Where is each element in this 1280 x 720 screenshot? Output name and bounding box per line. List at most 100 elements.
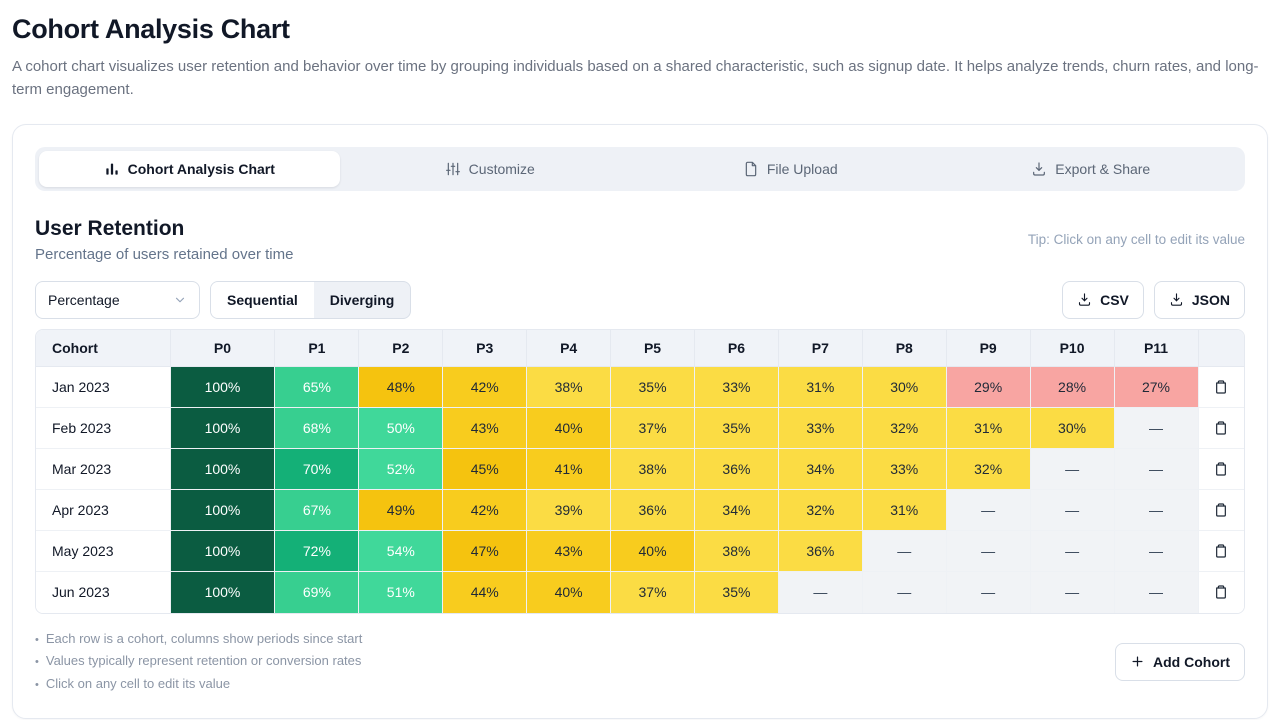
- retention-cell[interactable]: 44%: [442, 571, 528, 613]
- retention-cell[interactable]: 38%: [526, 366, 612, 408]
- retention-cell[interactable]: 35%: [694, 407, 779, 449]
- cohort-label-cell: Apr 2023: [36, 489, 171, 531]
- controls-row: Percentage Sequential Diverging CSV JSON: [35, 280, 1245, 319]
- retention-cell[interactable]: 100%: [170, 571, 276, 613]
- add-cohort-button[interactable]: Add Cohort: [1115, 642, 1245, 681]
- column-header: P1: [274, 329, 360, 367]
- retention-cell[interactable]: 33%: [694, 366, 779, 408]
- retention-cell[interactable]: 42%: [442, 366, 528, 408]
- retention-cell[interactable]: 32%: [946, 448, 1031, 490]
- table-row: Jan 2023 100% 65% 48% 42% 38% 35% 33% 31% 30% 29% 2…: [36, 366, 1244, 408]
- column-header: P11: [1114, 329, 1199, 367]
- retention-cell[interactable]: 68%: [274, 407, 360, 449]
- retention-cell[interactable]: 52%: [358, 448, 444, 490]
- retention-cell[interactable]: 31%: [862, 489, 947, 531]
- retention-cell[interactable]: 37%: [610, 571, 695, 613]
- retention-cell[interactable]: 72%: [274, 530, 360, 572]
- tab-label: Export & Share: [1055, 160, 1151, 177]
- export-csv-button[interactable]: CSV: [1062, 280, 1144, 319]
- retention-cell[interactable]: 30%: [862, 366, 947, 408]
- delete-row-button[interactable]: [1209, 498, 1233, 522]
- tab-customize[interactable]: Customize: [340, 151, 641, 187]
- retention-cell[interactable]: 100%: [170, 530, 276, 572]
- retention-cell[interactable]: 65%: [274, 366, 360, 408]
- retention-cell[interactable]: 38%: [610, 448, 695, 490]
- retention-cell[interactable]: 35%: [694, 571, 779, 613]
- retention-cell[interactable]: 100%: [170, 407, 276, 449]
- export-json-button[interactable]: JSON: [1153, 280, 1245, 319]
- retention-cell[interactable]: 41%: [526, 448, 612, 490]
- retention-cell[interactable]: 34%: [778, 448, 863, 490]
- tab-cohort-analysis-chart[interactable]: Cohort Analysis Chart: [39, 150, 340, 187]
- retention-cell[interactable]: 70%: [274, 448, 360, 490]
- cohort-label-cell: Jun 2023: [36, 571, 171, 613]
- retention-cell[interactable]: 38%: [694, 530, 779, 572]
- retention-cell[interactable]: 27%: [1114, 366, 1199, 408]
- retention-cell[interactable]: 67%: [274, 489, 360, 531]
- retention-cell[interactable]: 100%: [170, 366, 276, 408]
- retention-cell[interactable]: 47%: [442, 530, 528, 572]
- retention-cell[interactable]: 29%: [946, 366, 1031, 408]
- column-header-actions: [1198, 329, 1244, 367]
- retention-cell[interactable]: 43%: [526, 530, 612, 572]
- retention-cell[interactable]: 43%: [442, 407, 528, 449]
- format-select[interactable]: Percentage: [35, 280, 200, 319]
- row-actions-cell: [1198, 407, 1244, 449]
- column-header: P7: [778, 329, 863, 367]
- retention-cell[interactable]: 36%: [778, 530, 863, 572]
- delete-row-button[interactable]: [1209, 457, 1233, 481]
- column-header: P3: [442, 329, 528, 367]
- delete-row-button[interactable]: [1209, 539, 1233, 563]
- file-icon: [745, 161, 757, 176]
- retention-cell[interactable]: 48%: [358, 366, 444, 408]
- retention-cell[interactable]: 32%: [862, 407, 947, 449]
- toggle-sequential[interactable]: Sequential: [211, 281, 314, 318]
- retention-cell[interactable]: 31%: [778, 366, 863, 408]
- retention-cell[interactable]: 40%: [526, 571, 612, 613]
- retention-cell[interactable]: 30%: [1030, 407, 1115, 449]
- retention-cell[interactable]: 40%: [526, 407, 612, 449]
- retention-cell[interactable]: 28%: [1030, 366, 1115, 408]
- delete-row-button[interactable]: [1209, 580, 1233, 604]
- tab-export-share[interactable]: Export & Share: [941, 151, 1242, 187]
- tab-bar: Cohort Analysis Chart Customize File Upl…: [35, 146, 1245, 191]
- retention-cell[interactable]: 100%: [170, 448, 276, 490]
- retention-cell[interactable]: 42%: [442, 489, 528, 531]
- retention-cell[interactable]: 35%: [610, 366, 695, 408]
- column-header: P5: [610, 329, 695, 367]
- page-description: A cohort chart visualizes user retention…: [12, 58, 1259, 99]
- retention-cell[interactable]: 69%: [274, 571, 360, 613]
- retention-cell[interactable]: 49%: [358, 489, 444, 531]
- retention-cell[interactable]: 51%: [358, 571, 444, 613]
- empty-cell: —: [1030, 530, 1115, 572]
- retention-cell[interactable]: 39%: [526, 489, 612, 531]
- notes: • Each row is a cohort, columns show peri…: [35, 628, 362, 696]
- retention-cell[interactable]: 54%: [358, 530, 444, 572]
- cohort-table-wrapper: Cohort P0 P1 P2 P3 P4 P5 P6 P7 P8 P9 P10 P11 Jan 2023…: [35, 328, 1245, 614]
- retention-cell[interactable]: 37%: [610, 407, 695, 449]
- empty-cell: —: [778, 571, 863, 613]
- retention-cell[interactable]: 33%: [862, 448, 947, 490]
- retention-cell[interactable]: 36%: [610, 489, 695, 531]
- trash-icon: [1216, 421, 1227, 435]
- delete-row-button[interactable]: [1209, 375, 1233, 399]
- empty-cell: —: [1114, 489, 1199, 531]
- retention-cell[interactable]: 31%: [946, 407, 1031, 449]
- delete-row-button[interactable]: [1209, 416, 1233, 440]
- retention-cell[interactable]: 40%: [610, 530, 695, 572]
- toggle-diverging[interactable]: Diverging: [314, 282, 411, 318]
- note-text: Values typically represent retention or …: [45, 653, 362, 669]
- retention-cell[interactable]: 50%: [358, 407, 444, 449]
- empty-cell: —: [1114, 407, 1199, 449]
- retention-cell[interactable]: 100%: [170, 489, 276, 531]
- export-json-label: JSON: [1191, 291, 1230, 308]
- retention-cell[interactable]: 33%: [778, 407, 863, 449]
- retention-cell[interactable]: 45%: [442, 448, 528, 490]
- retention-cell[interactable]: 36%: [694, 448, 779, 490]
- row-actions-cell: [1198, 366, 1244, 408]
- column-header: P4: [526, 329, 612, 367]
- cohort-label-cell: May 2023: [36, 530, 171, 572]
- tab-file-upload[interactable]: File Upload: [640, 151, 941, 187]
- retention-cell[interactable]: 32%: [778, 489, 863, 531]
- retention-cell[interactable]: 34%: [694, 489, 779, 531]
